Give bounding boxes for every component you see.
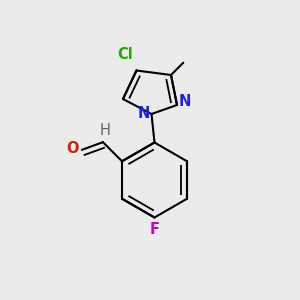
Text: H: H xyxy=(100,123,111,138)
Text: N: N xyxy=(178,94,191,110)
Text: N: N xyxy=(138,106,150,122)
Text: Cl: Cl xyxy=(117,47,133,62)
Text: F: F xyxy=(149,222,160,237)
Text: O: O xyxy=(66,141,78,156)
